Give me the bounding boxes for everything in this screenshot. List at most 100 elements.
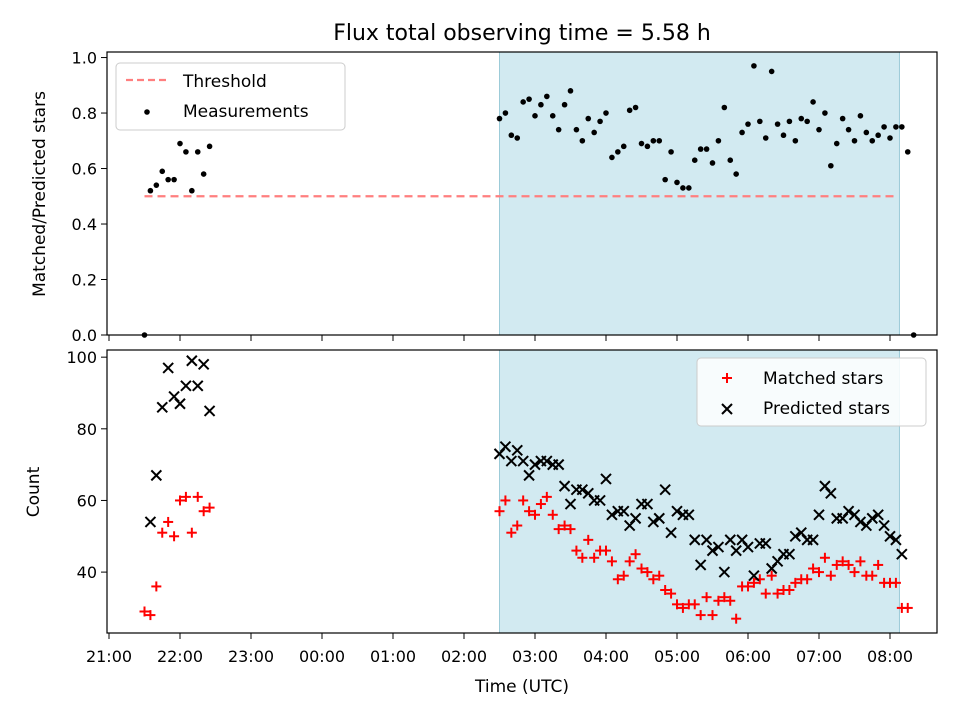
measurement-point bbox=[709, 160, 716, 166]
legend-predicted-swatch bbox=[721, 403, 733, 415]
matched-star-point bbox=[902, 602, 913, 613]
matched-star-point bbox=[577, 552, 588, 563]
matched-star-point bbox=[163, 516, 174, 527]
predicted-star-point bbox=[890, 534, 902, 546]
bottom-panel-frame bbox=[106, 349, 938, 634]
predicted-star-point bbox=[576, 484, 589, 496]
predicted-star-point bbox=[600, 473, 612, 485]
y-tick-label: 0.2 bbox=[72, 271, 97, 290]
measurement-point bbox=[851, 137, 858, 144]
matched-star-point bbox=[760, 588, 771, 599]
matched-star-point bbox=[204, 502, 215, 513]
x-tick-label: 04:00 bbox=[583, 647, 629, 666]
y-tick-label: 0.8 bbox=[72, 104, 97, 123]
observing-window-shade bbox=[499, 51, 900, 336]
measurement-point bbox=[893, 124, 899, 130]
x-tick-label: 00:00 bbox=[299, 647, 345, 666]
bottom-panel: 40 60 80 100 21:00 22:00 23:00 00:00 01:00 02:00… bbox=[24, 348, 938, 666]
matched-star-point bbox=[175, 495, 185, 506]
x-tick-label: 23:00 bbox=[228, 647, 274, 666]
matched-star-point bbox=[151, 581, 162, 592]
predicted-star-point bbox=[730, 544, 742, 557]
matched-star-point bbox=[748, 577, 759, 588]
top-panel-frame bbox=[106, 51, 938, 336]
y-tick-label: 60 bbox=[77, 491, 97, 510]
legend-predicted-marker bbox=[721, 403, 733, 415]
measurement-point bbox=[200, 171, 207, 177]
predicted-star-point bbox=[665, 526, 677, 539]
matched-star-point bbox=[825, 570, 836, 581]
predicted-star-point bbox=[825, 487, 837, 499]
matched-star-point bbox=[855, 556, 866, 567]
measurement-point bbox=[573, 126, 580, 133]
predicted-star-point bbox=[706, 544, 719, 557]
x-axis-label: Time (UTC) bbox=[474, 677, 569, 697]
matched-star-point bbox=[677, 602, 688, 613]
matched-star-point bbox=[565, 524, 576, 535]
x-tick-label: 06:00 bbox=[725, 647, 771, 666]
matched-star-point bbox=[802, 574, 813, 585]
measurement-point bbox=[715, 137, 722, 144]
predicted-star-point bbox=[813, 509, 825, 521]
matched-star-point bbox=[624, 556, 635, 567]
measurement-point bbox=[632, 104, 639, 111]
matched-star-point bbox=[139, 606, 150, 617]
measurement-point bbox=[496, 115, 503, 122]
legend-predicted-label: Predicted stars bbox=[763, 399, 890, 419]
matched-star-point bbox=[849, 567, 860, 578]
measurement-point bbox=[869, 137, 876, 144]
matched-star-point bbox=[636, 563, 647, 574]
predicted-star-point bbox=[842, 505, 855, 517]
measurement-point bbox=[171, 176, 177, 183]
predicted-star-point bbox=[523, 469, 535, 482]
predicted-star-point bbox=[558, 480, 571, 492]
matched-star-point bbox=[719, 592, 730, 603]
measurement-point bbox=[674, 179, 680, 186]
predicted-star-point bbox=[807, 534, 819, 546]
matched-star-point bbox=[731, 613, 742, 624]
measurement-point bbox=[538, 101, 544, 108]
measurement-point bbox=[857, 113, 864, 119]
matched-star-point bbox=[648, 574, 659, 585]
x-tick-label: 07:00 bbox=[796, 647, 842, 666]
measurement-point bbox=[626, 107, 633, 114]
matched-star-point bbox=[873, 559, 884, 570]
predicted-star-point bbox=[748, 569, 760, 582]
matched-star-point bbox=[589, 552, 600, 563]
measurement-point bbox=[691, 157, 698, 164]
measurement-point bbox=[520, 99, 526, 105]
matched-star-point bbox=[530, 509, 540, 520]
measurement-point bbox=[816, 126, 822, 133]
matched-star-point bbox=[157, 527, 168, 538]
predicted-star-point bbox=[872, 509, 884, 521]
predicted-star-point bbox=[499, 441, 512, 453]
measurement-point bbox=[555, 126, 562, 133]
predicted-star-point bbox=[162, 362, 174, 374]
predicted-star-point bbox=[694, 559, 707, 571]
measurement-point bbox=[662, 176, 668, 183]
predicted-star-point bbox=[783, 548, 796, 560]
bottom-y-axis-label: Count bbox=[24, 466, 44, 517]
matched-star-point bbox=[583, 534, 594, 545]
matched-star-point bbox=[843, 559, 854, 570]
measurement-point bbox=[697, 146, 704, 152]
measurement-point bbox=[822, 110, 828, 116]
matched-star-point bbox=[192, 491, 203, 502]
legend-matched-swatch bbox=[722, 373, 732, 383]
matched-star-point bbox=[814, 567, 824, 578]
measurement-point bbox=[733, 171, 739, 177]
measurement-point bbox=[206, 143, 213, 150]
measurement-point bbox=[159, 168, 166, 175]
matched-star-point bbox=[642, 567, 653, 578]
measurement-point bbox=[644, 143, 651, 150]
x-tick-label: 01:00 bbox=[370, 647, 416, 666]
measurement-point bbox=[597, 118, 603, 125]
matched-star-point bbox=[145, 610, 156, 621]
x-tick-label: 08:00 bbox=[867, 647, 913, 666]
x-tick-label: 02:00 bbox=[441, 647, 487, 666]
measurement-point bbox=[561, 101, 568, 108]
measurement-point bbox=[703, 146, 710, 152]
predicted-star-point bbox=[618, 505, 630, 517]
predicted-star-point bbox=[689, 534, 701, 546]
